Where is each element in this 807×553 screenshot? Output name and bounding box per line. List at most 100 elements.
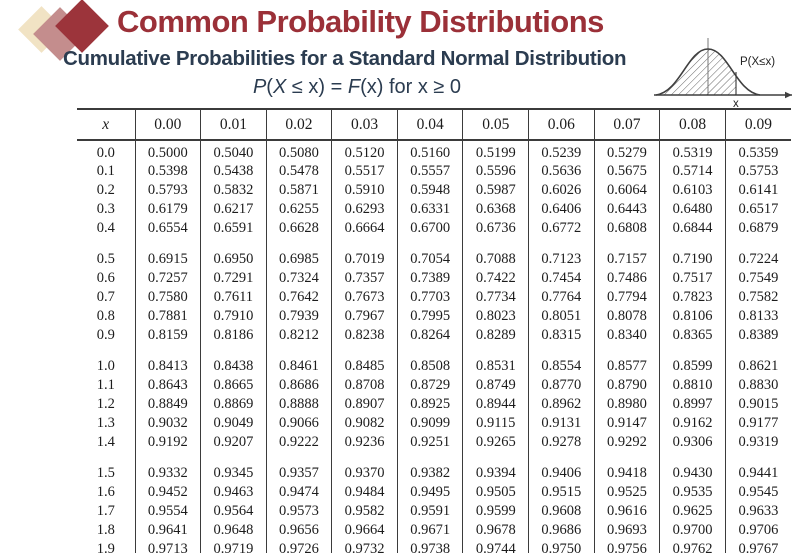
- spacer-cell: [265, 452, 332, 464]
- probability-cell: 0.7910: [200, 307, 267, 326]
- probability-cell: 0.5199: [462, 140, 529, 162]
- probability-cell: 0.7517: [659, 269, 726, 288]
- normal-curve-figure: P(X≤x) x: [652, 36, 804, 110]
- probability-cell: 0.9582: [331, 502, 398, 521]
- spacer-cell: [462, 238, 529, 250]
- probability-cell: 0.9767: [724, 540, 791, 553]
- probability-cell: 0.9032: [134, 414, 201, 433]
- probability-cell: 0.9147: [593, 414, 660, 433]
- probability-cell: 0.9430: [659, 464, 726, 483]
- probability-cell: 0.9418: [593, 464, 660, 483]
- x-axis-label: x: [733, 98, 739, 108]
- probability-cell: 0.7673: [331, 288, 398, 307]
- z-table-container: x 0.00 0.01 0.02 0.03 0.04 0.05 0.06 0.07 0.08 0.0…: [77, 108, 791, 553]
- row-header-cell: 1.9: [96, 541, 115, 553]
- probability-cell: 0.8790: [593, 376, 660, 395]
- table-row: 1.1 0.8643 0.8665 0.8686 0.8708 0.8729 0.8749 0…: [77, 376, 791, 395]
- table-row: 1.7 0.9554 0.9564 0.9573 0.9582 0.9591 0.9599 0…: [77, 502, 791, 521]
- probability-cell: 0.8051: [528, 307, 595, 326]
- row-header-cell: 0.4: [96, 220, 115, 236]
- probability-cell: 0.9686: [528, 521, 595, 540]
- probability-cell: 0.7054: [396, 250, 463, 269]
- spacer-cell: [724, 345, 791, 357]
- probability-cell: 0.9641: [134, 521, 201, 540]
- probability-cell: 0.7967: [331, 307, 398, 326]
- probability-cell: 0.9671: [396, 521, 463, 540]
- probability-cell: 0.8365: [659, 326, 726, 345]
- spacer-cell: [200, 452, 267, 464]
- probability-cell: 0.7454: [528, 269, 595, 288]
- probability-cell: 0.6844: [659, 219, 726, 238]
- probability-cell: 0.9015: [724, 395, 791, 414]
- probability-cell: 0.5517: [331, 162, 398, 181]
- spacer-cell: [134, 238, 201, 250]
- probability-cell: 0.8106: [659, 307, 726, 326]
- probability-cell: 0.9382: [396, 464, 463, 483]
- row-header-cell: 1.8: [96, 522, 115, 538]
- spacer-cell: [331, 238, 398, 250]
- probability-cell: 0.9625: [659, 502, 726, 521]
- probability-cell: 0.8238: [331, 326, 398, 345]
- probability-cell: 0.9656: [265, 521, 332, 540]
- table-row: 0.7 0.7580 0.7611 0.7642 0.7673 0.7703 0.7734 0…: [77, 288, 791, 307]
- probability-cell: 0.9207: [200, 433, 267, 452]
- probability-cell: 0.8830: [724, 376, 791, 395]
- table-row: 0.1 0.5398 0.5438 0.5478 0.5517 0.5557 0.5596 0…: [77, 162, 791, 181]
- formula-part: (x) for x ≥ 0: [360, 76, 462, 98]
- probability-cell: 0.9394: [462, 464, 529, 483]
- spacer-cell: [396, 238, 463, 250]
- probability-cell: 0.5279: [593, 140, 660, 162]
- probability-cell: 0.9131: [528, 414, 595, 433]
- probability-cell: 0.9535: [659, 483, 726, 502]
- probability-cell: 0.5160: [396, 140, 463, 162]
- probability-cell: 0.8078: [593, 307, 660, 326]
- probability-cell: 0.9319: [724, 433, 791, 452]
- probability-cell: 0.5398: [134, 162, 201, 181]
- probability-cell: 0.8264: [396, 326, 463, 345]
- row-header-cell: 0.6: [96, 270, 115, 286]
- column-header: 0.05: [462, 108, 529, 141]
- probability-cell: 0.7823: [659, 288, 726, 307]
- probability-cell: 0.6141: [724, 181, 791, 200]
- probability-cell: 0.5120: [331, 140, 398, 162]
- spacer-cell: [528, 452, 595, 464]
- probability-cell: 0.9713: [134, 540, 201, 553]
- probability-cell: 0.6772: [528, 219, 595, 238]
- spacer-cell: [462, 452, 529, 464]
- probability-cell: 0.9738: [396, 540, 463, 553]
- probability-cell: 0.6026: [528, 181, 595, 200]
- formula-part: F: [347, 76, 361, 98]
- probability-cell: 0.5040: [200, 140, 267, 162]
- probability-cell: 0.8554: [528, 357, 595, 376]
- spacer-cell: [331, 452, 398, 464]
- probability-cell: 0.5910: [331, 181, 398, 200]
- probability-cell: 0.6293: [331, 200, 398, 219]
- probability-cell: 0.8438: [200, 357, 267, 376]
- probability-cell: 0.8869: [200, 395, 267, 414]
- row-header-cell: 1.7: [96, 503, 115, 519]
- probability-cell: 0.9222: [265, 433, 332, 452]
- spacer-cell: [593, 345, 660, 357]
- probability-cell: 0.5871: [265, 181, 332, 200]
- probability-cell: 0.8508: [396, 357, 463, 376]
- probability-cell: 0.9700: [659, 521, 726, 540]
- probability-cell: 0.7486: [593, 269, 660, 288]
- probability-cell: 0.9554: [134, 502, 201, 521]
- probability-cell: 0.9693: [593, 521, 660, 540]
- probability-cell: 0.5987: [462, 181, 529, 200]
- probability-cell: 0.7157: [593, 250, 660, 269]
- probability-cell: 0.5000: [134, 140, 201, 162]
- table-row: 1.8 0.9641 0.9648 0.9656 0.9664 0.9671 0.9678 0…: [77, 521, 791, 540]
- probability-cell: 0.8315: [528, 326, 595, 345]
- probability-cell: 0.9484: [331, 483, 398, 502]
- probability-cell: 0.8485: [331, 357, 398, 376]
- probability-cell: 0.9525: [593, 483, 660, 502]
- table-row: 1.5 0.9332 0.9345 0.9357 0.9370 0.9382 0.9394 0…: [77, 464, 791, 483]
- column-header: 0.01: [200, 108, 267, 141]
- group-spacer-row: [77, 452, 791, 464]
- spacer-cell: [134, 452, 201, 464]
- table-row: 0.0 0.5000 0.5040 0.5080 0.5120 0.5160 0.5199 0…: [77, 140, 791, 162]
- spacer-cell: [396, 452, 463, 464]
- probability-cell: 0.8810: [659, 376, 726, 395]
- probability-cell: 0.6406: [528, 200, 595, 219]
